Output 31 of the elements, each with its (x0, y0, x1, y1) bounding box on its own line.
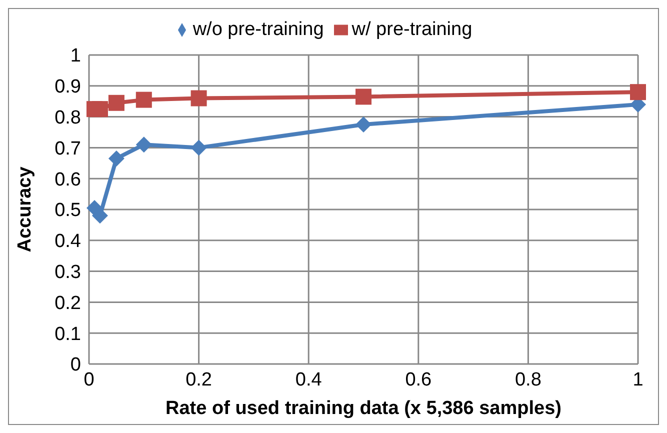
point (190, 140, 207, 156)
x-tick-label: 1 (632, 369, 644, 390)
point (92, 101, 108, 118)
y-tick-label: 0.1 (54, 324, 81, 345)
y-tick-label: 0.6 (54, 169, 81, 190)
y-tick-label: 0 (70, 354, 81, 376)
y-tick-label: 0.9 (54, 76, 81, 98)
point (356, 116, 372, 133)
legend-label: w/ pre-training (352, 19, 472, 40)
point (190, 90, 207, 106)
y-tick-label: 0.3 (54, 262, 81, 284)
y-tick-label: 0.5 (54, 200, 81, 222)
x-axis-title: Rate of used training data (x 5,386 samples) (166, 398, 562, 419)
y-axis-title: Accuracy (14, 166, 36, 252)
point (108, 94, 124, 111)
point (108, 150, 124, 167)
y-tick-label: 0.8 (54, 108, 81, 129)
legend-label: w/o pre-training (192, 19, 324, 40)
y-tick-label: 0.2 (54, 292, 81, 314)
y-tick-label: 0.7 (54, 138, 81, 160)
point (356, 88, 372, 105)
x-tick-label: 0.2 (186, 369, 212, 390)
point (136, 92, 152, 108)
x-tick-label: 0.4 (295, 369, 322, 390)
point (136, 136, 152, 153)
y-tick-label: 1 (70, 46, 81, 67)
y-tick-label: 0.4 (54, 231, 82, 252)
x-tick-label: 0.6 (405, 369, 432, 390)
x-tick-label: 0 (84, 369, 94, 390)
point (630, 84, 646, 100)
x-tick-label: 0.8 (514, 369, 542, 390)
